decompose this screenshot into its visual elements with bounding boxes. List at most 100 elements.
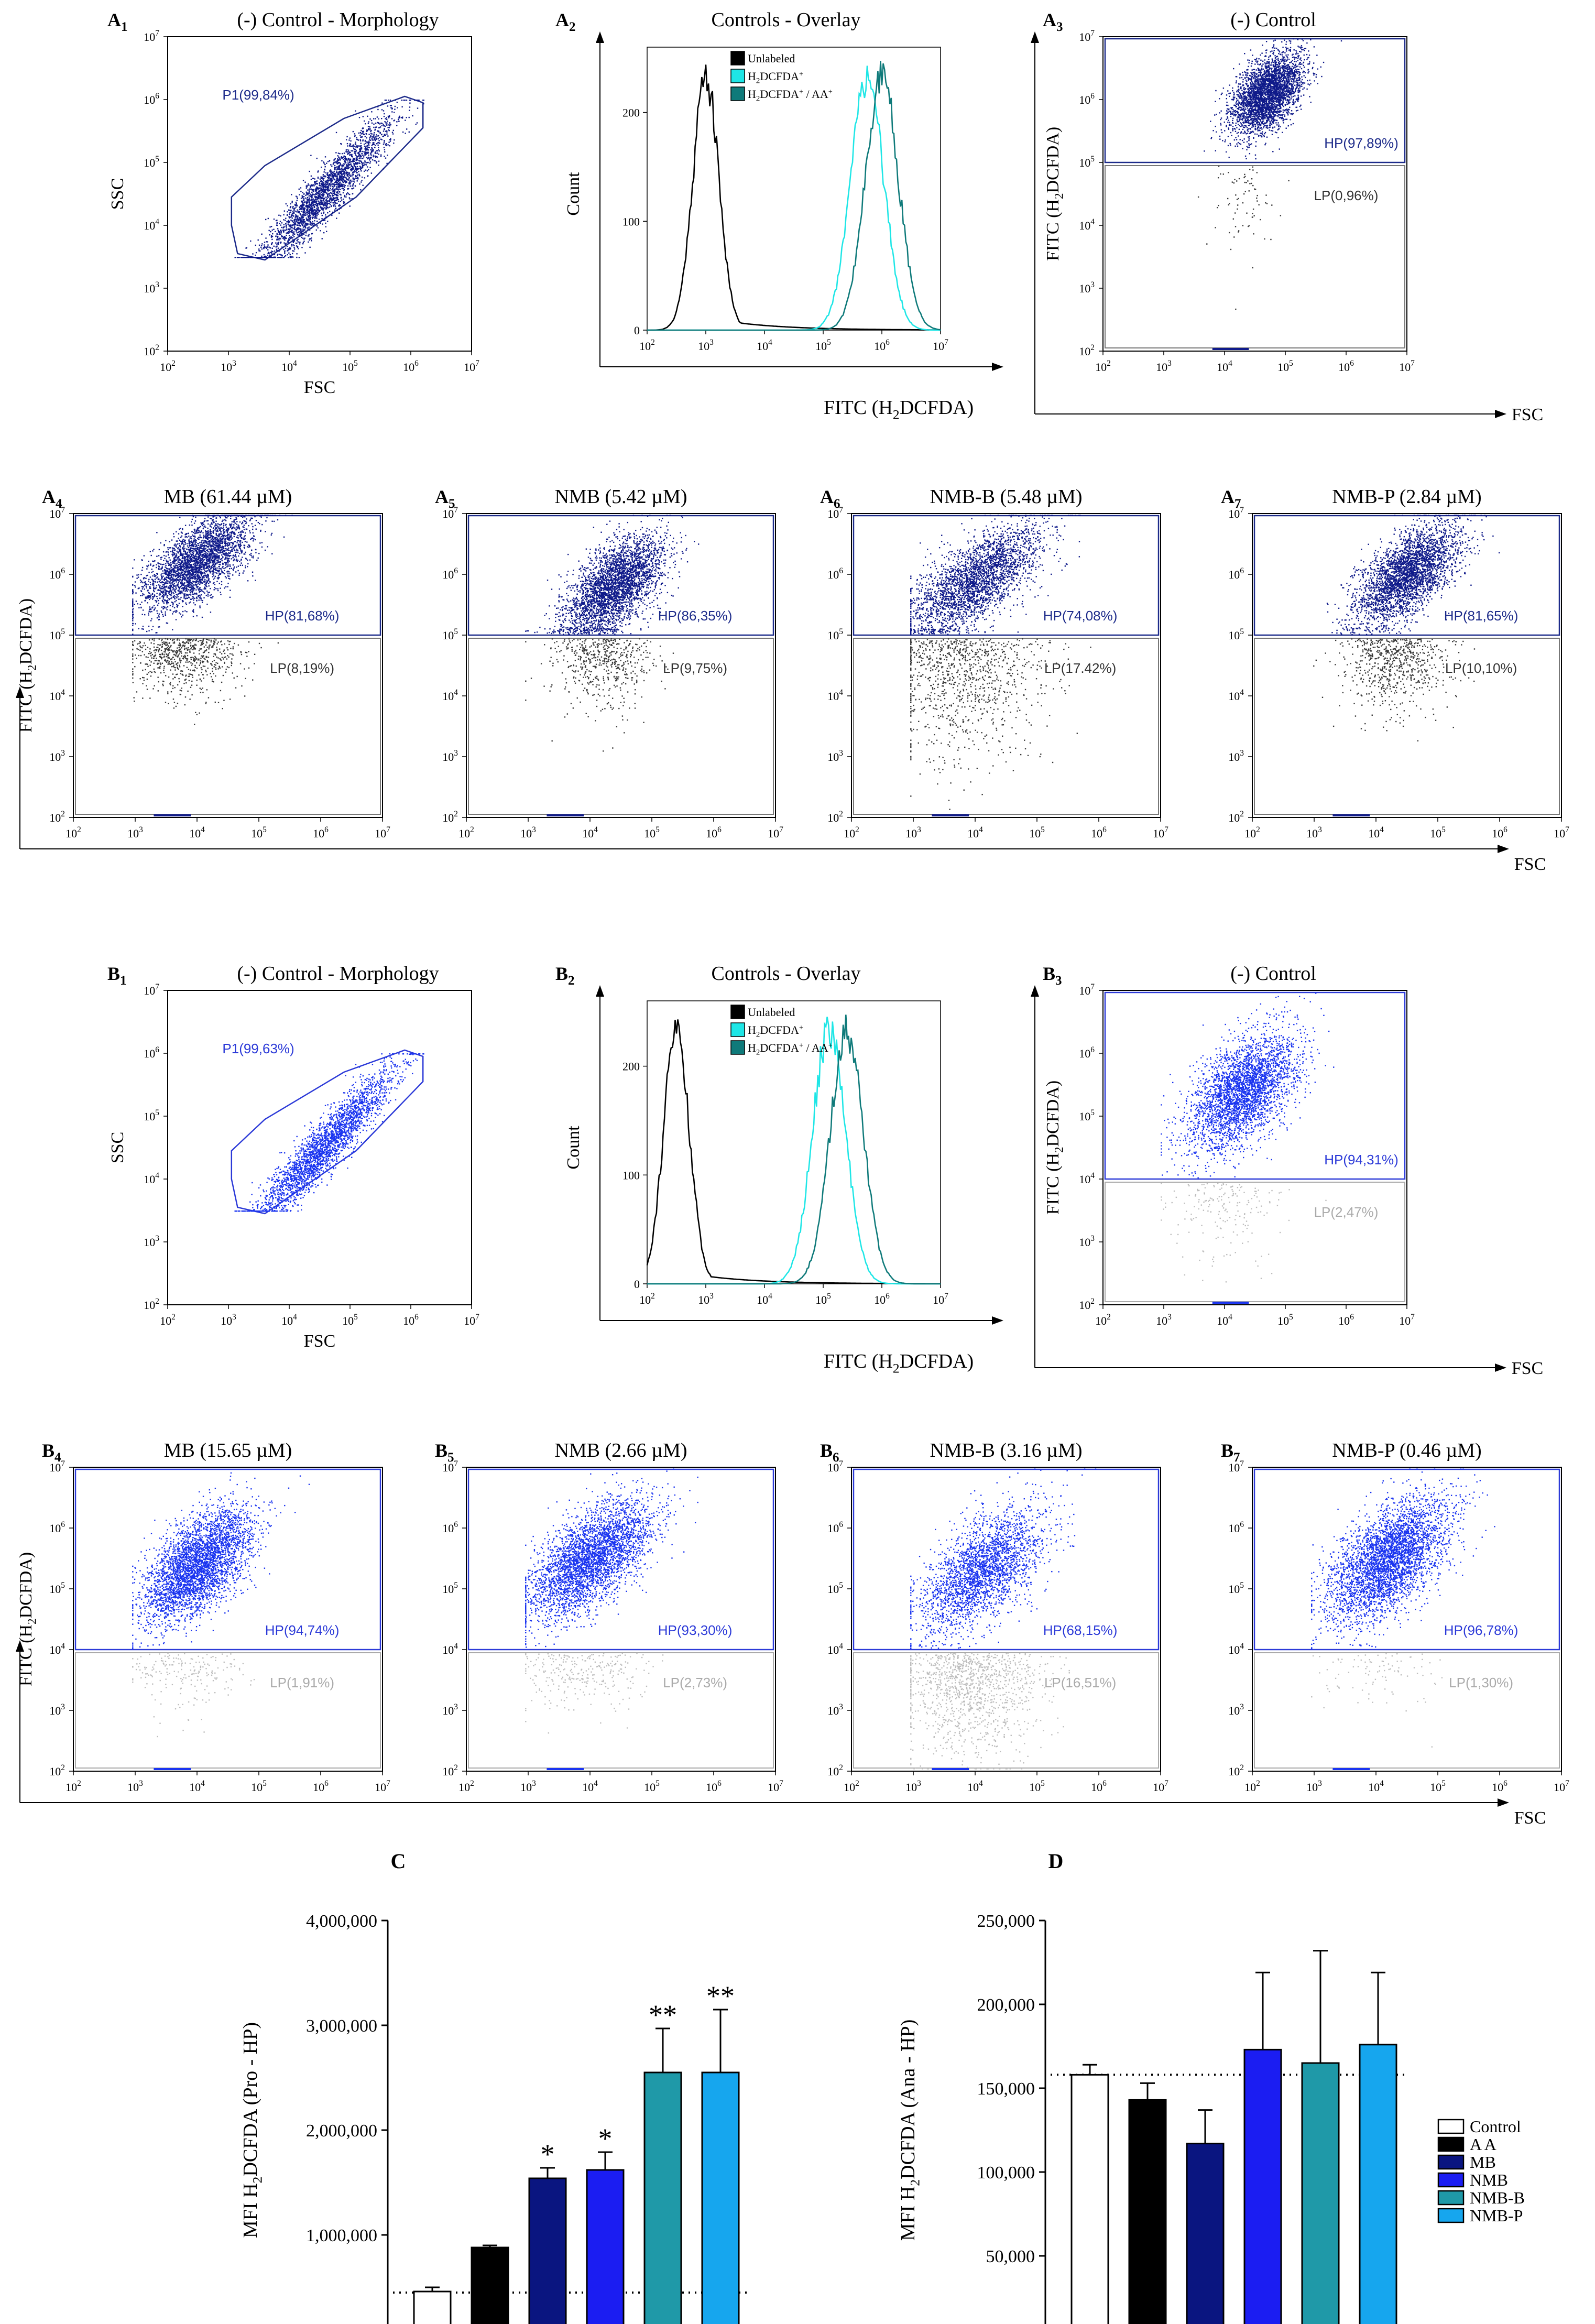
event-dot [321, 167, 322, 168]
event-dot [344, 196, 345, 197]
event-dot [353, 171, 354, 172]
event-dot [385, 126, 386, 127]
event-dot [272, 230, 273, 231]
event-dot [373, 124, 374, 125]
event-dot [397, 102, 398, 103]
x-tick-label: 107 [464, 359, 479, 374]
event-dot [409, 102, 410, 103]
event-dot [337, 210, 338, 211]
event-dot [385, 118, 386, 119]
event-dot [299, 211, 300, 212]
event-dot [336, 171, 337, 172]
event-dot [388, 117, 389, 118]
event-dot [300, 187, 301, 188]
event-dot [278, 250, 279, 252]
event-dot [298, 248, 299, 249]
event-dot [319, 219, 320, 220]
event-dot [412, 115, 413, 116]
event-dot [349, 183, 351, 184]
event-dot [353, 183, 354, 184]
event-dot [360, 139, 361, 140]
event-dot [303, 241, 304, 242]
event-dot [343, 159, 344, 160]
event-dot [405, 133, 406, 134]
event-dot [361, 153, 362, 154]
event-dot [310, 238, 311, 239]
event-dot [387, 135, 388, 136]
event-dot [276, 220, 277, 221]
events [235, 100, 424, 258]
x-tick-label: 104 [281, 359, 297, 374]
event-dot [293, 236, 294, 237]
event-dot [301, 230, 302, 231]
x-tick-label: 103 [221, 359, 236, 374]
event-dot [387, 105, 388, 106]
event-dot [269, 226, 270, 227]
x-tick-label: 106 [403, 359, 419, 374]
event-dot [365, 136, 366, 137]
event-dot [409, 100, 410, 101]
event-dot [270, 247, 271, 248]
panel-A1: A1 (-) Control - Morphology10210210310310… [107, 9, 479, 397]
event-dot [309, 247, 310, 248]
y-tick-label: 105 [144, 155, 159, 169]
event-dot [303, 234, 304, 235]
event-dot [388, 116, 389, 117]
event-dot [296, 202, 297, 203]
event-dot [357, 166, 358, 167]
event-dot [380, 155, 381, 156]
event-dot [302, 192, 303, 193]
event-dot [384, 121, 385, 122]
event-dot [302, 243, 303, 244]
event-dot [322, 179, 323, 180]
event-dot [268, 246, 269, 247]
event-dot [287, 205, 288, 206]
event-dot [331, 166, 332, 167]
event-dot [341, 166, 342, 167]
event-dot [402, 132, 403, 133]
event-dot [312, 216, 313, 217]
event-dot [297, 222, 298, 223]
event-dot [379, 123, 380, 124]
event-dot [327, 177, 329, 178]
event-dot [403, 100, 405, 101]
event-dot [362, 185, 363, 186]
event-dot [368, 123, 369, 124]
event-dot [362, 177, 363, 178]
event-dot [325, 216, 326, 217]
event-dot [303, 198, 304, 199]
event-dot [299, 233, 300, 234]
event-dot [354, 181, 355, 182]
event-dot [386, 100, 387, 101]
x-tick-label: 102 [160, 359, 176, 374]
event-dot [352, 150, 353, 151]
event-dot [272, 236, 273, 237]
event-dot [273, 229, 274, 230]
event-dot [338, 201, 339, 202]
event-dot [316, 180, 318, 181]
event-dot [324, 207, 325, 208]
event-dot [296, 203, 297, 204]
event-dot [258, 239, 259, 241]
event-dot [310, 187, 311, 188]
event-dot [417, 122, 418, 123]
event-dot [334, 190, 335, 191]
event-dot [334, 169, 335, 170]
y-tick-label: 107 [144, 29, 159, 43]
event-dot [363, 162, 364, 163]
event-dot [301, 247, 302, 248]
event-dot [306, 188, 307, 189]
event-dot [381, 125, 383, 126]
event-dot [333, 163, 334, 165]
event-dot [373, 156, 374, 157]
event-dot [313, 216, 314, 217]
event-dot [291, 245, 292, 246]
y-tick-label: 104 [144, 217, 159, 232]
event-dot [293, 231, 294, 232]
event-dot [348, 139, 349, 140]
gate-label: P1(99,84%) [222, 87, 294, 103]
event-dot [316, 158, 318, 159]
event-dot [384, 149, 385, 150]
panel-title: (-) Control - Morphology [237, 9, 439, 31]
event-dot [331, 206, 332, 207]
